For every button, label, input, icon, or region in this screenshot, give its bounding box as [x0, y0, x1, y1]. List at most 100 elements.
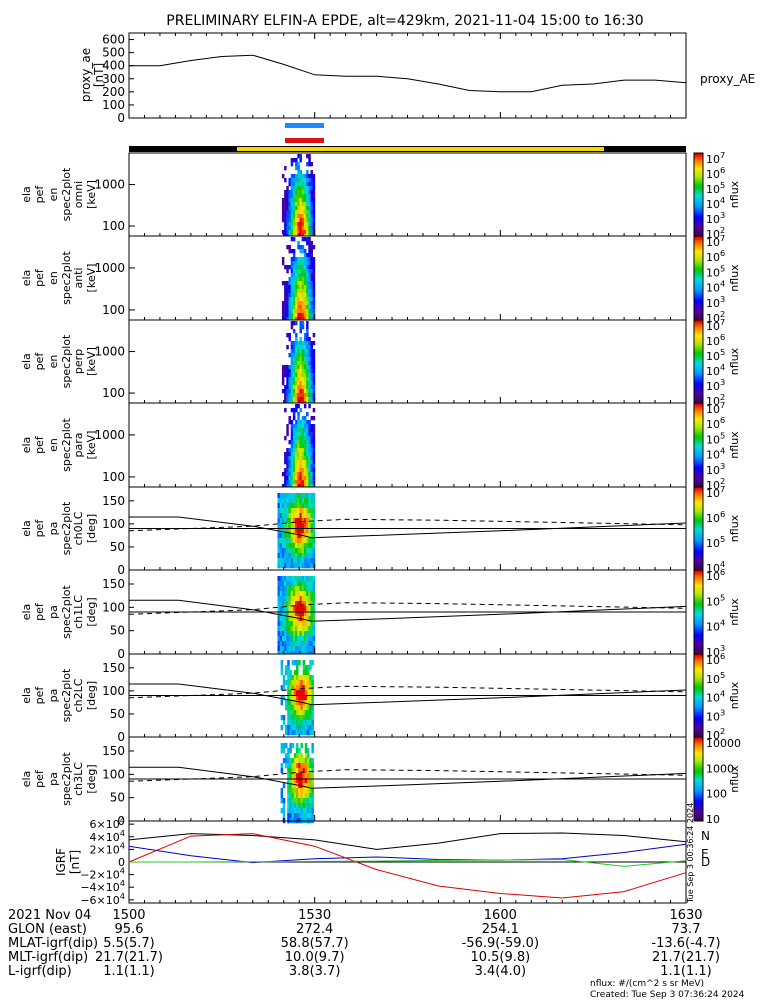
- colorbar-step: [694, 530, 703, 534]
- spectrogram-cell: [299, 452, 302, 457]
- panel-ylabel: spec2plot: [60, 167, 73, 221]
- colorbar-step: [694, 204, 703, 208]
- spectrogram-cell: [290, 543, 294, 549]
- spectrogram-cell: [290, 381, 294, 386]
- spectrogram-cell: [312, 377, 316, 382]
- spectrogram-cell: [308, 558, 311, 564]
- colorbar-step: [694, 584, 703, 588]
- spectrogram-cell: [288, 249, 291, 254]
- spectrogram-cell: [286, 389, 289, 394]
- colorbar-step: [694, 705, 703, 709]
- spectrogram-cell: [306, 293, 309, 298]
- colorbar-step: [694, 177, 703, 181]
- spectrogram-cell: [292, 591, 296, 597]
- spectrogram-cell: [290, 261, 294, 266]
- spectrogram-cell: [306, 412, 309, 417]
- colorbar-tick-label: 105: [706, 347, 725, 363]
- spectrogram-cell: [293, 778, 297, 784]
- colorbar-step: [694, 818, 703, 822]
- igrf-legend-n: N: [701, 829, 710, 843]
- spectrogram-cells: [277, 576, 316, 657]
- spectrogram-cell: [309, 705, 312, 711]
- spectrogram-cell: [290, 301, 294, 306]
- spectrogram-cell: [292, 289, 296, 294]
- spectrogram-cell: [288, 353, 291, 358]
- colorbar-step: [694, 445, 703, 448]
- colorbar-step: [694, 666, 703, 670]
- spectrogram-cell: [308, 472, 311, 477]
- spectrogram-cell: [287, 715, 290, 721]
- spectrogram-cell: [311, 783, 314, 789]
- spectrogram-cell: [290, 498, 294, 504]
- spectrogram-cell: [284, 198, 287, 203]
- spectrogram-cell: [303, 440, 307, 445]
- colorbar-step: [694, 505, 703, 509]
- spectrogram-cell: [303, 611, 307, 617]
- spectrogram-cell: [306, 538, 309, 544]
- spectrogram-cell: [297, 305, 300, 310]
- spectrogram-cell: [286, 297, 289, 302]
- spectrogram-cell: [288, 230, 291, 235]
- spectrogram-cell: [312, 341, 316, 346]
- spectrogram-cell: [303, 313, 307, 318]
- spectrogram-cell: [299, 440, 302, 445]
- spectrogram-cell: [288, 285, 291, 290]
- spectrogram-cell: [298, 680, 301, 686]
- spectrogram-cell: [307, 680, 310, 686]
- spectrogram-cell: [292, 553, 296, 559]
- spectrogram-cell: [300, 715, 303, 721]
- spectrogram-cell: [297, 397, 300, 402]
- spectrogram-cell: [312, 428, 316, 433]
- spectrogram-cell: [290, 621, 294, 627]
- spectrogram-cell: [288, 456, 291, 461]
- y-tick-label: 6×104: [90, 815, 125, 831]
- spectrogram-cell: [289, 813, 292, 819]
- spectrogram-cell: [286, 369, 289, 374]
- spectrogram-cell: [300, 753, 303, 759]
- spectrogram-cell: [284, 317, 287, 322]
- spectrogram-cell: [292, 508, 296, 514]
- spectrogram-cell: [280, 808, 284, 814]
- panel-ylabel: ela: [20, 604, 33, 621]
- panel-ylabel: pef: [33, 519, 46, 538]
- spectrogram-cell: [297, 476, 300, 481]
- spectrogram-cell: [291, 778, 295, 784]
- colorbar-tick-label: 103: [706, 377, 725, 393]
- spectrogram-cell: [292, 456, 296, 461]
- spectrogram-cell: [312, 206, 316, 211]
- spectrogram-cell: [281, 626, 285, 632]
- spectrogram-cell: [306, 533, 309, 539]
- spectrogram-cell: [295, 543, 298, 549]
- spectrogram-cell: [306, 313, 309, 318]
- spectrogram-cell: [311, 695, 314, 701]
- spectrogram-cell: [308, 309, 311, 314]
- spectrogram-cell: [290, 611, 294, 617]
- spectrogram-cell: [297, 558, 300, 564]
- spectrogram-cell: [295, 472, 298, 477]
- spectrogram-cell: [297, 289, 300, 294]
- spectrogram-cell: [299, 385, 302, 390]
- spectrogram-cell: [297, 503, 300, 509]
- spectrogram-cell: [308, 563, 311, 569]
- spectrogram-cell: [292, 293, 296, 298]
- colorbar-tick-label: 105: [706, 592, 725, 608]
- spectrogram-cell: [281, 381, 285, 386]
- spectrogram-cell: [309, 665, 312, 671]
- spectrogram-cell: [299, 601, 302, 607]
- spectrogram-cell: [310, 194, 313, 199]
- colorbar-step: [694, 186, 703, 189]
- spectrogram-cell: [297, 416, 300, 421]
- colorbar-step: [694, 159, 703, 162]
- spectrogram-cell: [312, 257, 316, 262]
- y-tick-label: 1000: [94, 261, 125, 275]
- colorbar-step: [694, 419, 703, 423]
- spectrogram-cell: [301, 174, 305, 179]
- spectrogram-cell: [310, 253, 313, 258]
- colorbar-tick-label: 103: [706, 294, 725, 310]
- spectrogram-cell: [292, 393, 296, 398]
- colorbar-step: [694, 491, 703, 494]
- spectrogram-cell: [290, 174, 294, 179]
- spectrogram-cell: [306, 218, 309, 223]
- spectrogram-cell: [285, 730, 288, 736]
